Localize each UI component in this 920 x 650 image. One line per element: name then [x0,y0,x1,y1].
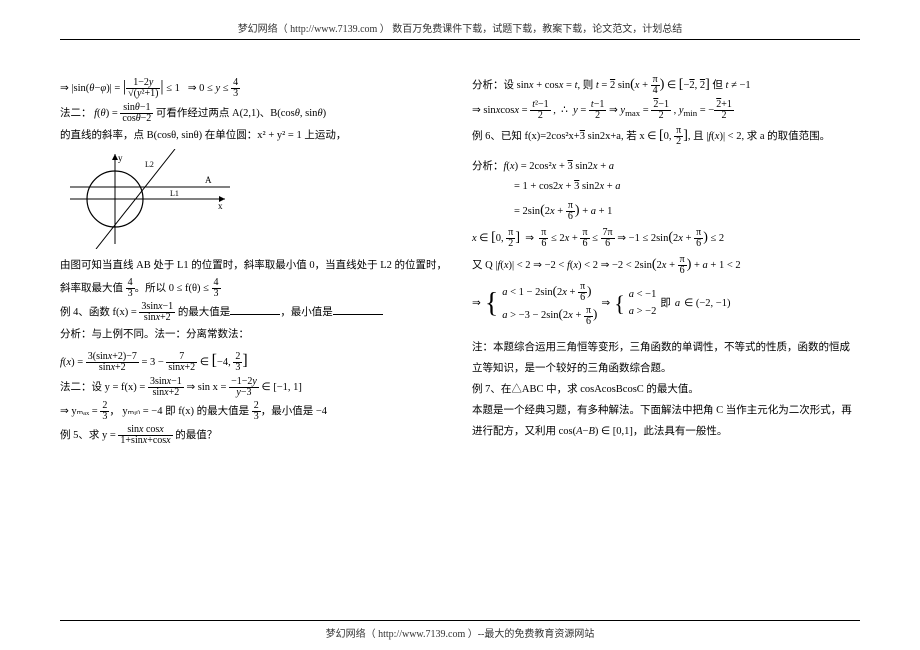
eq-r12: 例 7、在△ABC 中，求 cosAcosBcosC 的最大值。 [472,381,860,399]
eq-l6: 例 4、函数 f(x) = 3sinx−1sinx+2 的最大值是，最小值是 [60,302,448,323]
content-columns: ⇒ |sin(θ−φ)| = |1−2y√(y²+1)| ≤ 1 ⇒ 0 ≤ y… [60,70,860,449]
eq-r2: ⇒ sinxcosx = t²−12 , ∴ y = t−12 ⇒ ymax =… [472,100,860,121]
eq-r11: 立等知识，是一个较好的三角函数综合题。 [472,360,860,378]
eq-r4: 分析：f(x) = 2cos²x + 3 sin2x + a [472,158,860,176]
eq-l5: 斜率取最大值 43。所以 0 ≤ f(θ) ≤ 43 [60,278,448,299]
blank-min [333,305,383,315]
eq-r8: 又 Q |f(x)| < 2 ⇒ −2 < f(x) < 2 ⇒ −2 < 2s… [472,253,860,277]
eq-l2: 法二： f(θ) = sinθ−1cosθ−2 可看作经过两点 A(2,1)、B… [60,103,448,124]
label-y: y [118,153,123,163]
right-column: 分析：设 sinx + cosx = t, 则 t = 2 sin(x + π4… [472,70,860,449]
eq-r13: 本题是一个经典习题，有多种解法。下面解法中把角 C 当作主元化为二次形式，再 [472,402,860,420]
eq-l4: 由图可知当直线 AB 处于 L1 的位置时，斜率取最小值 0，当直线处于 L2 … [60,257,448,275]
eq-r10: 注：本题综合运用三角恒等变形，三角函数的单调性，不等式的性质，函数的恒成 [472,339,860,357]
eq-r1: 分析：设 sinx + cosx = t, 则 t = 2 sin(x + π4… [472,73,860,97]
eq-l3: 的直线的斜率，点 B(cosθ, sinθ) 在单位圆：x² + y² = 1 … [60,127,448,145]
eq-l8: f(x) = 3(sinx+2)−7sinx+2 = 3 − 7sinx+2 ∈… [60,347,448,374]
unit-circle-graph: A y x L1 L2 [70,149,230,249]
eq-l10: ⇒ yₘₐₓ = 23， yₘᵢₙ = −4 即 f(x) 的最大值是 23，最… [60,401,448,422]
eq-r3: 例 6、已知 f(x)=2cos²x+3 sin2x+a, 若 x ∈ [0, … [472,124,860,148]
eq-r14: 进行配方，又利用 cos(A−B) ∈ [0,1]，此法具有一般性。 [472,423,860,441]
eq-l9: 法二：设 y = f(x) = 3sinx−1sinx+2 ⇒ sin x = … [60,377,448,398]
label-A: A [205,175,212,185]
eq-r6: = 2sin(2x + π6) + a + 1 [514,199,860,223]
eq-r5: = 1 + cos2x + 3 sin2x + a [514,178,860,196]
label-L2: L2 [145,160,154,169]
label-L1: L1 [170,189,179,198]
page-header: 梦幻网络（ http://www.7139.com ） 数百万免费课件下载，试题… [60,20,860,40]
eq-l11: 例 5、求 y = sinx cosx1+sinx+cosx 的最值？ [60,425,448,446]
label-x: x [218,201,223,211]
eq-r9: ⇒ { a < 1 − 2sin(2x + π6) a > −3 − 2sin(… [472,280,860,328]
eq-l7: 分析：与上例不同。法一：分离常数法： [60,326,448,344]
text-l2a: 法二： [60,108,92,119]
eq-l1: ⇒ |sin(θ−φ)| = |1−2y√(y²+1)| ≤ 1 ⇒ 0 ≤ y… [60,73,448,100]
eq-r7: x ∈ [0, π2] ⇒ π6 ≤ 2x + π6 ≤ 7π6 ⇒ −1 ≤ … [472,226,860,250]
blank-max [230,305,280,315]
left-column: ⇒ |sin(θ−φ)| = |1−2y√(y²+1)| ≤ 1 ⇒ 0 ≤ y… [60,70,448,449]
page-footer: 梦幻网络（ http://www.7139.com ）--最大的免费教育资源网站 [60,620,860,640]
